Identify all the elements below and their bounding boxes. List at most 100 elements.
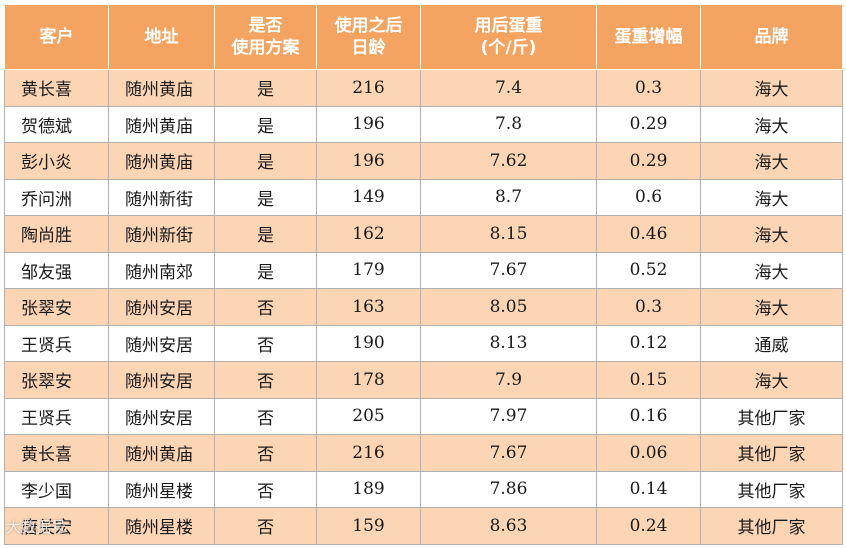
brand-cell: 海大 — [700, 361, 843, 399]
use-plan-cell: 是 — [214, 69, 317, 107]
weight-cell: 7.97 — [420, 397, 597, 435]
address-cell: 随州黄庙 — [108, 105, 215, 143]
use-plan-cell: 是 — [214, 142, 317, 180]
brand-cell: 海大 — [700, 142, 843, 180]
weight-cell: 7.8 — [420, 105, 597, 143]
header-brand: 品牌 — [700, 4, 843, 70]
header-age-line2: 日龄 — [351, 38, 386, 58]
brand-cell: 海大 — [700, 215, 843, 253]
header-age-line1: 使用之后 — [334, 16, 403, 36]
address-cell: 随州星楼 — [108, 470, 215, 508]
brand-cell: 海大 — [700, 69, 843, 107]
table-row: 王贤兵 随州安居否 190 8.13 0.12 通威 — [4, 324, 843, 362]
increase-cell: 0.3 — [596, 288, 701, 326]
age-cell: 216 — [316, 69, 421, 107]
header-increase: 蛋重增幅 — [596, 4, 701, 70]
customer-cell: 王贤兵 — [4, 397, 109, 435]
brand-cell: 通威 — [700, 324, 843, 362]
age-cell: 159 — [316, 507, 421, 545]
increase-cell: 0.6 — [596, 178, 701, 216]
header-weight: 用后蛋重 (个/斤) — [420, 4, 597, 70]
use-plan-cell: 否 — [214, 397, 317, 435]
address-cell: 随州新街 — [108, 215, 215, 253]
age-cell: 196 — [316, 105, 421, 143]
weight-cell: 8.63 — [420, 507, 597, 545]
table-row: 黄长喜 随州黄庙是 216 7.4 0.3 海大 — [4, 69, 843, 107]
customer-cell: 彭小炎 — [4, 142, 109, 180]
increase-cell: 0.24 — [596, 507, 701, 545]
age-cell: 179 — [316, 251, 421, 289]
header-age: 使用之后 日龄 — [316, 4, 421, 70]
increase-cell: 0.29 — [596, 142, 701, 180]
customer-cell: 黄长喜 — [4, 69, 109, 107]
table-row: 陶尚胜 随州新街是 162 8.15 0.46 海大 — [4, 215, 843, 253]
use-plan-cell: 否 — [214, 434, 317, 472]
brand-cell: 海大 — [700, 178, 843, 216]
age-cell: 162 — [316, 215, 421, 253]
increase-cell: 0.46 — [596, 215, 701, 253]
brand-cell: 其他厂家 — [700, 397, 843, 435]
increase-cell: 0.3 — [596, 69, 701, 107]
use-plan-cell: 是 — [214, 178, 317, 216]
age-cell: 163 — [316, 288, 421, 326]
address-cell: 随州新街 — [108, 178, 215, 216]
weight-cell: 7.86 — [420, 470, 597, 508]
table-row: 彭小炎 随州黄庙是 196 7.62 0.29 海大 — [4, 142, 843, 180]
weight-cell: 7.67 — [420, 251, 597, 289]
address-cell: 随州安居 — [108, 324, 215, 362]
use-plan-cell: 是 — [214, 215, 317, 253]
weight-cell: 8.13 — [420, 324, 597, 362]
data-table: 客户 地址 是否 使用方案 使用之后 日龄 用后蛋重 (个/斤) 蛋重增幅 品牌 黄长… — [4, 4, 843, 545]
customer-cell: 黄长喜 — [4, 434, 109, 472]
age-cell: 189 — [316, 470, 421, 508]
customer-cell: 邹友强 — [4, 251, 109, 289]
header-use-plan-line2: 使用方案 — [231, 38, 300, 58]
weight-cell: 8.15 — [420, 215, 597, 253]
brand-cell: 海大 — [700, 251, 843, 289]
customer-cell: 乔问洲 — [4, 178, 109, 216]
address-cell: 随州黄庙 — [108, 434, 215, 472]
customer-cell: 张翠安 — [4, 288, 109, 326]
weight-cell: 7.67 — [420, 434, 597, 472]
table-row: 邹友强 随州南郊是 179 7.67 0.52 海大 — [4, 251, 843, 289]
address-cell: 随州星楼 — [108, 507, 215, 545]
table-row: 张翠安 随州安居否 163 8.05 0.3 海大 — [4, 288, 843, 326]
increase-cell: 0.29 — [596, 105, 701, 143]
increase-cell: 0.15 — [596, 361, 701, 399]
increase-cell: 0.16 — [596, 397, 701, 435]
age-cell: 196 — [316, 142, 421, 180]
increase-cell: 0.06 — [596, 434, 701, 472]
age-cell: 178 — [316, 361, 421, 399]
table-row: 张翠安 随州安居否 178 7.9 0.15 海大 — [4, 361, 843, 399]
use-plan-cell: 否 — [214, 361, 317, 399]
use-plan-cell: 否 — [214, 324, 317, 362]
table-row: 唐关宏 随州星楼否 159 8.63 0.24 其他厂家 — [4, 507, 843, 545]
weight-cell: 8.7 — [420, 178, 597, 216]
header-weight-line2: (个/斤) — [480, 38, 537, 58]
watermark: 大数据号 — [6, 518, 67, 536]
increase-cell: 0.14 — [596, 470, 701, 508]
brand-cell: 其他厂家 — [700, 507, 843, 545]
address-cell: 随州南郊 — [108, 251, 215, 289]
brand-cell: 其他厂家 — [700, 434, 843, 472]
increase-cell: 0.12 — [596, 324, 701, 362]
use-plan-cell: 是 — [214, 105, 317, 143]
table-row: 黄长喜 随州黄庙否 216 7.67 0.06 其他厂家 — [4, 434, 843, 472]
use-plan-cell: 否 — [214, 288, 317, 326]
header-address: 地址 — [108, 4, 215, 70]
address-cell: 随州黄庙 — [108, 142, 215, 180]
customer-cell: 李少国 — [4, 470, 109, 508]
age-cell: 216 — [316, 434, 421, 472]
brand-cell: 海大 — [700, 288, 843, 326]
header-use-plan: 是否 使用方案 — [214, 4, 317, 70]
header-row: 客户 地址 是否 使用方案 使用之后 日龄 用后蛋重 (个/斤) 蛋重增幅 品牌 — [4, 4, 843, 70]
table-body: 黄长喜 随州黄庙是 216 7.4 0.3 海大 贺德斌 随州黄庙是 196 7.8 0.29 海大彭… — [4, 69, 843, 545]
weight-cell: 7.62 — [420, 142, 597, 180]
customer-cell: 王贤兵 — [4, 324, 109, 362]
address-cell: 随州黄庙 — [108, 69, 215, 107]
header-use-plan-line1: 是否 — [248, 16, 283, 36]
header-weight-line1: 用后蛋重 — [474, 16, 543, 36]
age-cell: 205 — [316, 397, 421, 435]
table-row: 贺德斌 随州黄庙是 196 7.8 0.29 海大 — [4, 105, 843, 143]
customer-cell: 唐关宏 — [4, 507, 109, 545]
